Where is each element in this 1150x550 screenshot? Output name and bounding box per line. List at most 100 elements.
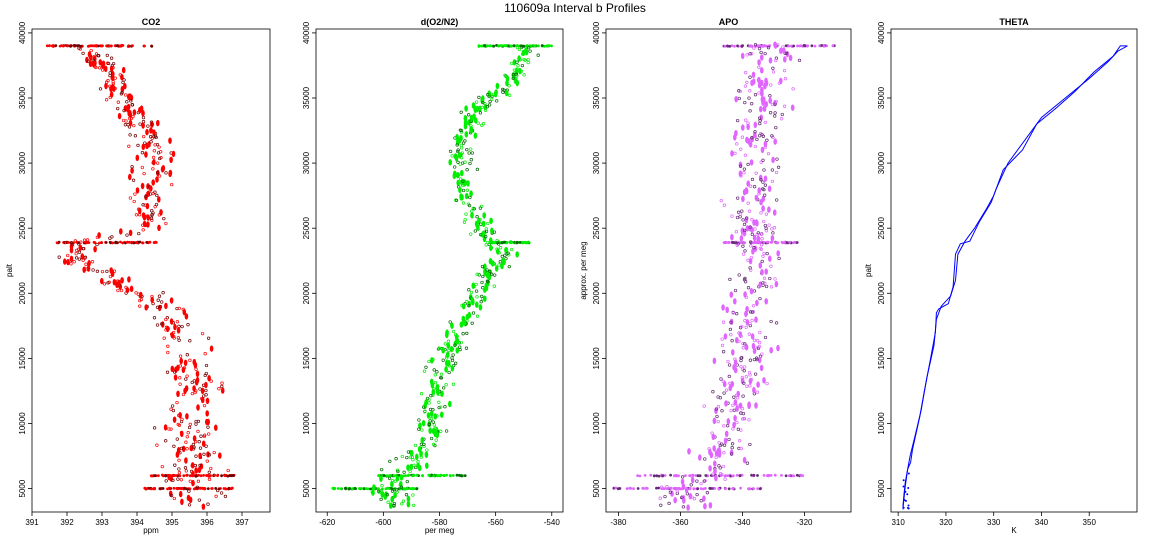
data-point [735,142,739,146]
data-point [174,474,178,477]
data-point [762,105,767,112]
data-point [380,467,384,472]
data-point [467,311,472,319]
data-point [169,493,174,498]
data-point [155,170,160,175]
data-point [497,263,501,267]
data-point [739,486,742,490]
data-point [74,256,79,260]
data-point [713,460,717,467]
data-point [153,134,157,138]
data-point [77,250,82,254]
data-point [681,505,686,509]
data-point [465,300,469,304]
data-point [687,448,691,455]
data-point [197,440,201,444]
data-point [150,296,154,304]
data-point [89,54,93,61]
data-point [734,130,738,137]
panel-title: APO [719,17,739,27]
data-point [757,46,762,51]
data-point [515,67,519,71]
data-point [774,58,778,63]
data-point [162,336,166,340]
data-point [108,236,112,240]
data-point [451,329,456,334]
data-point [741,346,745,350]
data-point [752,241,755,245]
data-point [730,150,734,157]
data-point [735,118,740,123]
data-point [745,216,749,220]
data-point [54,44,58,47]
data-point [152,149,156,153]
data-point [205,397,210,404]
data-point [739,235,744,242]
data-point [149,185,153,192]
data-point [437,346,441,350]
data-point [699,487,703,490]
y-tick-label: 10000 [302,412,311,435]
data-point [142,220,147,228]
data-point [744,71,748,75]
data-point [749,137,753,142]
data-point [780,474,783,477]
data-point [469,114,474,122]
data-point [137,207,142,214]
data-point [451,474,455,477]
data-point [206,418,210,426]
data-point [395,475,400,482]
data-point [732,395,736,399]
data-point [195,485,199,489]
data-point [742,222,747,227]
data-point [137,231,141,236]
data-point [712,417,717,424]
data-point [95,242,99,247]
data-point [777,81,782,85]
data-point [760,269,764,276]
data-point [761,187,765,191]
data-point [446,342,451,349]
data-point [753,227,757,231]
data-point [741,195,745,203]
data-point [83,256,87,260]
data-point [738,212,742,216]
plot-area [331,44,553,509]
data-point [437,405,441,410]
data-point [759,178,763,182]
data-point [758,281,762,288]
data-point [777,256,781,261]
data-point [692,487,696,491]
data-point [417,427,421,431]
data-point [196,479,201,483]
data-point [453,153,458,160]
data-point [157,196,161,203]
data-point [203,487,207,490]
data-point [405,455,409,460]
data-point [461,201,466,205]
data-point [464,212,468,216]
data-point [466,180,470,187]
data-point [433,381,438,385]
x-axis-label: K [1011,526,1017,535]
data-point [461,141,466,145]
data-point [101,62,105,69]
data-point [127,110,131,117]
data-point [495,44,498,47]
data-point [402,487,406,491]
data-point [158,156,162,161]
plot-area [612,41,836,511]
data-point [185,435,189,439]
data-point [150,474,154,478]
data-point [84,262,88,266]
data-point [127,276,131,283]
data-point [186,323,190,327]
data-point [81,246,85,251]
data-point [456,148,460,152]
data-point [172,416,177,423]
data-point [533,44,537,48]
data-point [183,486,186,490]
x-tick-label: -600 [375,518,392,527]
data-point [191,479,195,487]
